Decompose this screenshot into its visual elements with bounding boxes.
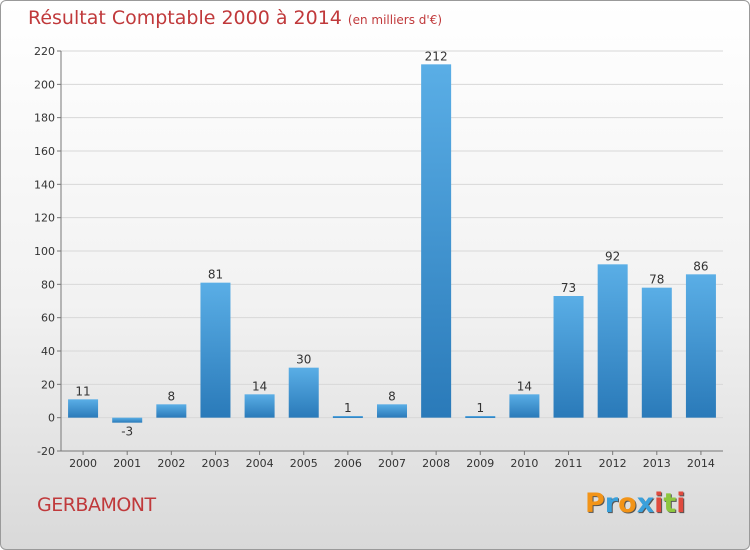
value-label: 14: [517, 379, 532, 393]
value-label: 92: [605, 249, 620, 263]
x-tick-label: 2007: [378, 457, 406, 470]
value-label: 8: [388, 389, 396, 403]
x-tick-label: 2000: [69, 457, 97, 470]
value-label: 11: [75, 384, 90, 398]
title-text: Résultat Comptable 2000 à 2014: [28, 7, 342, 29]
y-tick-label: 0: [48, 412, 55, 425]
bar-2006: [332, 416, 363, 418]
proxiti-logo[interactable]: Proxiti: [585, 488, 686, 519]
y-tick-label: 180: [34, 112, 55, 125]
x-tick-label: 2012: [599, 457, 627, 470]
x-tick-label: 2013: [643, 457, 671, 470]
value-label: 73: [561, 281, 576, 295]
bar-2005: [288, 367, 319, 418]
bar-2002: [156, 404, 187, 418]
y-tick-label: 140: [34, 178, 55, 191]
x-tick-label: 2003: [201, 457, 229, 470]
bar-2001: [112, 417, 143, 423]
logo-letter: x: [636, 488, 655, 519]
logo-letter: P: [585, 488, 605, 519]
logo-letter: o: [618, 488, 637, 519]
value-label: 8: [168, 389, 176, 403]
value-label: 78: [649, 273, 664, 287]
bars: [68, 64, 716, 423]
x-tick-label: 2010: [510, 457, 538, 470]
value-label: 1: [344, 401, 352, 415]
bar-2003: [200, 282, 231, 418]
x-tick-label: 2004: [246, 457, 274, 470]
title-unit: (en milliers d'€): [347, 13, 443, 27]
bar-2014: [685, 274, 716, 418]
y-tick-label: 220: [34, 45, 55, 58]
y-tick-label: 120: [34, 212, 55, 225]
bar-2013: [641, 287, 672, 418]
logo-letter: r: [604, 488, 619, 519]
y-tick-label: -20: [37, 445, 55, 458]
value-label: -3: [121, 425, 133, 439]
y-tick-label: 160: [34, 145, 55, 158]
value-label: 14: [252, 379, 267, 393]
chart-title: Résultat Comptable 2000 à 2014 (en millie…: [28, 7, 442, 29]
value-label: 86: [693, 259, 708, 273]
y-tick-label: 100: [34, 245, 55, 258]
y-tick-label: 200: [34, 78, 55, 91]
bar-2007: [377, 404, 407, 418]
bar-2008: [421, 64, 452, 418]
bar-2004: [244, 394, 275, 418]
bar-2012: [597, 264, 628, 418]
x-tick-label: 2014: [687, 457, 715, 470]
bar-2000: [68, 399, 99, 418]
x-tick-label: 2008: [422, 457, 450, 470]
bar-2009: [465, 416, 496, 418]
y-tick-label: 20: [41, 378, 55, 391]
logo-letter: i: [676, 488, 686, 519]
x-tick-label: 2009: [466, 457, 494, 470]
axes: [57, 50, 723, 455]
logo-letter: i: [654, 488, 664, 519]
x-tick-label: 2002: [157, 457, 185, 470]
value-label: 30: [296, 353, 311, 367]
value-label: 212: [425, 49, 448, 63]
y-tick-label: 80: [41, 278, 55, 291]
y-tick-label: 40: [41, 345, 55, 358]
value-label: 1: [476, 401, 484, 415]
bar-2011: [553, 296, 584, 418]
commune-name: GERBAMONT: [37, 494, 156, 516]
bar-2010: [509, 394, 540, 418]
x-tick-label: 2011: [555, 457, 583, 470]
y-tick-label: 60: [41, 312, 55, 325]
labels: -20020406080100120140160180200220112000-…: [34, 45, 715, 470]
x-tick-label: 2006: [334, 457, 362, 470]
x-tick-label: 2005: [290, 457, 318, 470]
value-label: 81: [208, 268, 223, 282]
logo-letter: t: [663, 488, 677, 519]
x-tick-label: 2001: [113, 457, 141, 470]
